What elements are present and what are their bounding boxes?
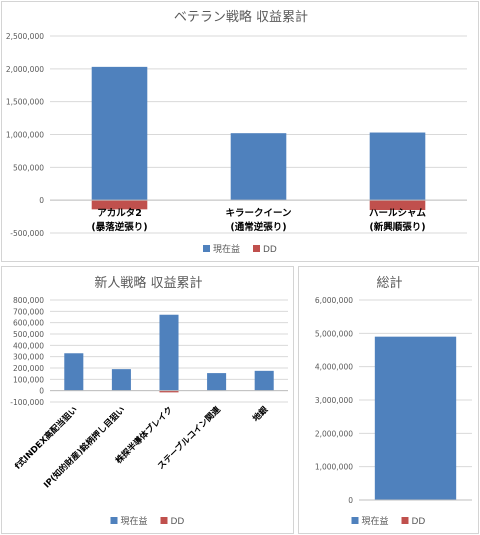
legend-swatch-dd [160, 517, 168, 524]
y-tick-label: 1,000,000 [315, 463, 353, 472]
chart-title: 総計 [376, 275, 402, 291]
legend-swatch-current [110, 517, 118, 524]
y-tick-label: 200,000 [13, 364, 44, 373]
bar-current [254, 370, 274, 391]
bar-current [64, 353, 84, 391]
chart-title: 新人戦略 収益累計 [94, 275, 202, 291]
bar-current [369, 132, 426, 201]
category-label: (通常逆張り) [230, 221, 286, 233]
bar-current [230, 133, 287, 201]
y-tick-label: 800,000 [13, 296, 44, 305]
legend-swatch-dd [253, 245, 260, 252]
total-chart: 総計 6,000,000 5,000,000 4,000,000 3,000,000 2,… [315, 275, 472, 527]
y-tick-label: 1,000,000 [6, 131, 44, 140]
y-tick-label: 700,000 [13, 307, 44, 316]
bar-current [374, 336, 457, 500]
y-tick-label: 0 [39, 387, 44, 396]
legend-label-dd: DD [263, 245, 277, 255]
category-label: (新興順張り) [369, 221, 425, 233]
legend-label-dd: DD [171, 517, 185, 527]
y-tick-label: 3,000,000 [315, 396, 353, 405]
category-label: ハールシャム [369, 208, 427, 219]
bar-current [159, 314, 179, 391]
bar-dd [91, 200, 148, 210]
y-tick-label: -100,000 [10, 398, 44, 407]
legend-swatch-dd [401, 517, 409, 524]
y-tick-label: 2,000,000 [315, 429, 353, 438]
category-label: アカルタ2 [97, 207, 142, 219]
legend-label-current: 現在益 [121, 515, 148, 527]
category-label: (暴落逆張り) [91, 221, 147, 233]
y-tick-label: 300,000 [13, 353, 44, 362]
category-label: 地銀 [251, 404, 271, 424]
y-tick-label: 500,000 [13, 163, 44, 172]
y-tick-label: 2,500,000 [6, 32, 44, 41]
rookie-chart: 新人戦略 収益累計 800,000 700,000 600,000 500,000 400… [10, 275, 288, 527]
bar-current [207, 373, 227, 391]
bar-dd [159, 390, 179, 393]
veteran-chart-panel: ベテラン戦略 収益累計 2,500,000 2,000,000 1,500,000 1,… [1, 1, 479, 262]
total-chart-panel: 総計 6,000,000 5,000,000 4,000,000 3,000,000 2,… [298, 266, 479, 534]
y-tick-label: 4,000,000 [315, 363, 353, 372]
legend-swatch-current [351, 517, 359, 524]
y-tick-label: 0 [39, 196, 44, 205]
chart-title: ベテラン戦略 収益累計 [174, 9, 308, 25]
bar-current [111, 369, 131, 391]
rookie-chart-panel: 新人戦略 収益累計 800,000 700,000 600,000 500,000 400… [1, 266, 294, 534]
y-tick-label: 400,000 [13, 341, 44, 350]
y-tick-label: 5,000,000 [315, 329, 353, 338]
veteran-chart: ベテラン戦略 収益累計 2,500,000 2,000,000 1,500,000 1,… [6, 9, 467, 255]
y-tick-label: 600,000 [13, 319, 44, 328]
y-tick-label: 1,500,000 [6, 98, 44, 107]
legend-label-dd: DD [412, 517, 426, 527]
legend-swatch-current [203, 245, 210, 252]
y-tick-label: 6,000,000 [315, 296, 353, 305]
category-label: IP(知的財産)銘柄押し目狙い [41, 404, 127, 490]
legend-label-current: 現在益 [362, 515, 389, 527]
legend-label-current: 現在益 [213, 243, 240, 255]
category-label: キラークイーン [225, 208, 291, 219]
y-tick-label: 0 [348, 496, 353, 505]
y-tick-label: -500,000 [10, 229, 44, 238]
y-tick-label: 100,000 [13, 375, 44, 384]
bar-dd [369, 200, 426, 211]
y-tick-label: 500,000 [13, 330, 44, 339]
bar-current [91, 66, 148, 201]
y-tick-label: 2,000,000 [6, 65, 44, 74]
